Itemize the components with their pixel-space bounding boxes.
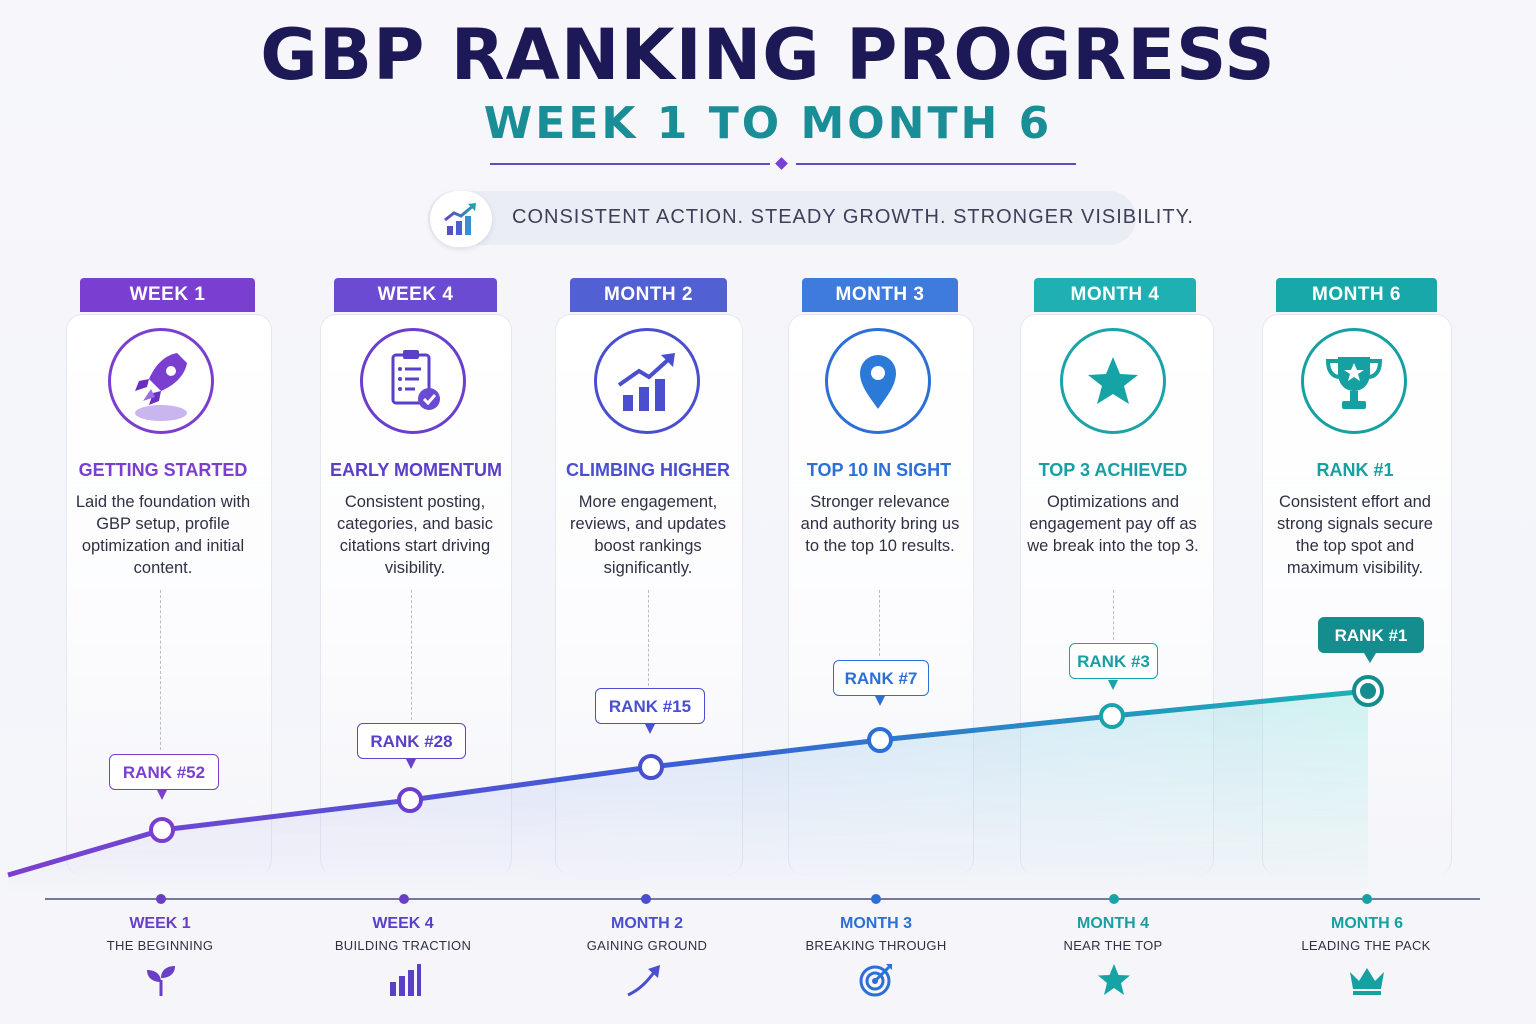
- icon-circle-month2: [594, 328, 700, 434]
- milestone-heading-month3: TOP 10 IN SIGHT: [806, 460, 952, 480]
- star-icon: [1098, 964, 1130, 995]
- rank-point-month4: [1099, 703, 1125, 729]
- connector-month4: [1113, 590, 1114, 640]
- tab-month3: MONTH 3: [802, 278, 958, 312]
- rank-pointer-month3: [875, 696, 885, 706]
- milestone-heading-month4: TOP 3 ACHIEVED: [1038, 460, 1188, 480]
- milestone-desc-month4: Optimizations and engagement pay off as …: [1027, 493, 1199, 555]
- axis-dot-month6: [1362, 894, 1372, 904]
- arrow-up-right-icon: [627, 965, 660, 997]
- title-divider-right: [796, 163, 1076, 165]
- rank-pointer-month4: [1108, 680, 1118, 690]
- axis-label-month2: MONTH 2: [611, 915, 683, 932]
- connector-week4: [411, 590, 412, 720]
- axis-sub-month4: NEAR THE TOP: [1063, 938, 1163, 953]
- rising-chart-icon: [617, 353, 675, 411]
- rank-label-month4: RANK #3: [1069, 643, 1158, 679]
- tab-month6: MONTH 6: [1276, 278, 1437, 312]
- rank-label-month6: RANK #1: [1318, 617, 1424, 653]
- page-subtitle: WEEK 1 TO MONTH 6: [483, 98, 1053, 149]
- crown-icon: [1350, 968, 1384, 995]
- axis-label-week4: WEEK 4: [372, 915, 434, 932]
- tab-week1: WEEK 1: [80, 278, 255, 312]
- icon-circle-week1: [108, 328, 214, 434]
- milestone-heading-week1: GETTING STARTED: [78, 460, 248, 480]
- icon-circle-month6: [1301, 328, 1407, 434]
- growth-chart-icon: [430, 191, 492, 247]
- rank-label-month2: RANK #15: [595, 688, 705, 724]
- rank-label-week4: RANK #28: [357, 723, 466, 759]
- tagline-banner: [428, 191, 1136, 245]
- axis-sub-week1: THE BEGINNING: [106, 938, 214, 953]
- milestone-heading-week4: EARLY MOMENTUM: [329, 460, 502, 480]
- connector-week1: [160, 590, 161, 750]
- tagline-text: CONSISTENT ACTION. STEADY GROWTH. STRONG…: [512, 206, 1194, 228]
- location-pin-icon: [860, 355, 896, 409]
- axis-dot-week1: [156, 894, 166, 904]
- title-divider-left: [490, 163, 770, 165]
- rank-point-month2: [638, 754, 664, 780]
- icon-circle-month3: [825, 328, 931, 434]
- trophy-icon: [1325, 357, 1383, 409]
- axis-dot-month3: [871, 894, 881, 904]
- axis-sub-month6: LEADING THE PACK: [1301, 938, 1431, 953]
- target-icon: [859, 964, 892, 997]
- sprout-icon: [147, 966, 175, 996]
- axis-sub-week4: BUILDING TRACTION: [334, 938, 472, 953]
- axis-dot-week4: [399, 894, 409, 904]
- axis-sub-month2: GAINING GROUND: [586, 938, 708, 953]
- milestone-desc-month2: More engagement, reviews, and updates bo…: [570, 493, 726, 577]
- clipboard-check-icon: [391, 350, 440, 410]
- rank-point-week1: [149, 817, 175, 843]
- milestone-desc-month6: Consistent effort and strong signals sec…: [1277, 493, 1433, 577]
- milestone-desc-week4: Consistent posting, categories, and basi…: [337, 493, 493, 577]
- connector-month2: [648, 590, 649, 686]
- tab-week4: WEEK 4: [334, 278, 497, 312]
- milestone-desc-week1: Laid the foundation with GBP setup, prof…: [75, 493, 251, 577]
- rank-label-week1: RANK #52: [109, 754, 219, 790]
- milestone-heading-month6: RANK #1: [1316, 460, 1394, 480]
- axis-label-month6: MONTH 6: [1331, 915, 1403, 932]
- axis-dot-month2: [641, 894, 651, 904]
- axis-sub-month3: BREAKING THROUGH: [805, 938, 947, 953]
- rocket-icon: [135, 353, 187, 421]
- ranking-area-fill: [8, 691, 1368, 890]
- rank-pointer-month6: [1364, 653, 1376, 663]
- bar-chart-icon: [390, 964, 421, 996]
- rank-pointer-week4: [406, 759, 416, 769]
- connector-month3: [879, 590, 880, 656]
- axis-label-month4: MONTH 4: [1077, 915, 1149, 932]
- rank-point-month3: [867, 727, 893, 753]
- axis-dot-month4: [1109, 894, 1119, 904]
- page-title: GBP RANKING PROGRESS: [260, 14, 1276, 96]
- tab-month4: MONTH 4: [1034, 278, 1196, 312]
- rank-point-month6-center: [1360, 683, 1376, 699]
- axis-label-week1: WEEK 1: [129, 915, 191, 932]
- rank-pointer-week1: [157, 790, 167, 800]
- milestone-desc-month3: Stronger relevance and authority bring u…: [800, 493, 960, 555]
- icon-circle-month4: [1060, 328, 1166, 434]
- rank-pointer-month2: [645, 724, 655, 734]
- milestone-heading-month2: CLIMBING HIGHER: [566, 460, 730, 480]
- icon-circle-week4: [360, 328, 466, 434]
- rank-label-month3: RANK #7: [833, 660, 929, 696]
- tab-month2: MONTH 2: [570, 278, 727, 312]
- star-icon: [1088, 357, 1138, 404]
- rank-point-week4: [397, 787, 423, 813]
- axis-label-month3: MONTH 3: [840, 915, 912, 932]
